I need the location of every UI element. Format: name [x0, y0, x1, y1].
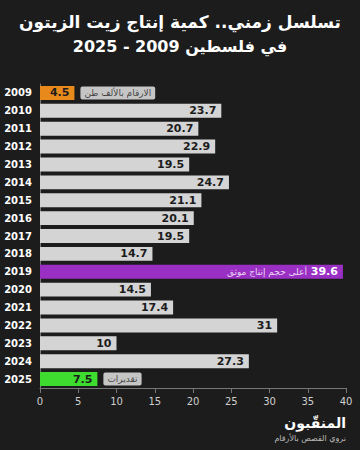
svg-text:10: 10 [110, 396, 123, 407]
svg-text:20: 20 [187, 396, 200, 407]
svg-text:30: 30 [263, 396, 276, 407]
svg-text:20.1: 20.1 [162, 212, 189, 225]
svg-text:في فلسطين 2009 - 2025: في فلسطين 2009 - 2025 [73, 37, 287, 57]
svg-text:22.9: 22.9 [183, 140, 210, 153]
svg-text:39.6: 39.6 [311, 265, 338, 278]
svg-text:2024: 2024 [4, 356, 32, 367]
svg-text:2009: 2009 [4, 87, 32, 98]
svg-text:4.5: 4.5 [50, 86, 70, 99]
svg-text:2020: 2020 [4, 284, 32, 295]
svg-text:31: 31 [257, 319, 272, 332]
svg-text:17.4: 17.4 [141, 301, 168, 314]
svg-text:35: 35 [301, 396, 314, 407]
svg-text:2019: 2019 [4, 266, 32, 277]
svg-text:2021: 2021 [4, 302, 32, 313]
svg-text:15: 15 [148, 396, 161, 407]
svg-text:27.3: 27.3 [217, 355, 244, 368]
svg-text:19.5: 19.5 [157, 158, 184, 171]
svg-text:2015: 2015 [4, 195, 32, 206]
svg-text:25: 25 [225, 396, 238, 407]
svg-text:14.5: 14.5 [119, 283, 146, 296]
svg-text:2012: 2012 [4, 141, 32, 152]
svg-text:2013: 2013 [4, 159, 32, 170]
svg-text:2025: 2025 [4, 374, 32, 385]
svg-text:24.7: 24.7 [197, 176, 224, 189]
svg-text:أعلى حجم إنتاج موثق: أعلى حجم إنتاج موثق [227, 266, 307, 278]
svg-text:14.7: 14.7 [120, 247, 147, 260]
svg-text:المنقّبون: المنقّبون [284, 415, 346, 432]
svg-text:نروي القصص بالأرقام: نروي القصص بالأرقام [274, 433, 346, 443]
svg-text:2018: 2018 [4, 248, 32, 259]
svg-text:2016: 2016 [4, 213, 32, 224]
svg-text:تسلسل زمني.. كمية إنتاج زيت ال: تسلسل زمني.. كمية إنتاج زيت الزيتون [19, 12, 341, 33]
svg-text:2011: 2011 [4, 123, 32, 134]
svg-text:2023: 2023 [4, 338, 32, 349]
svg-text:الارقام بالألف طن: الارقام بالألف طن [84, 87, 151, 98]
svg-text:20.7: 20.7 [166, 122, 193, 135]
svg-text:تقديرات: تقديرات [107, 374, 138, 384]
svg-text:5: 5 [75, 396, 81, 407]
svg-text:19.5: 19.5 [157, 230, 184, 243]
svg-text:21.1: 21.1 [169, 194, 196, 207]
svg-text:2022: 2022 [4, 320, 32, 331]
svg-text:10: 10 [96, 337, 112, 350]
svg-text:2017: 2017 [4, 231, 32, 242]
svg-text:2014: 2014 [4, 177, 32, 188]
svg-text:0: 0 [37, 396, 43, 407]
svg-text:2010: 2010 [4, 105, 32, 116]
svg-text:40: 40 [340, 396, 353, 407]
svg-text:7.5: 7.5 [73, 373, 93, 386]
svg-text:23.7: 23.7 [189, 104, 216, 117]
